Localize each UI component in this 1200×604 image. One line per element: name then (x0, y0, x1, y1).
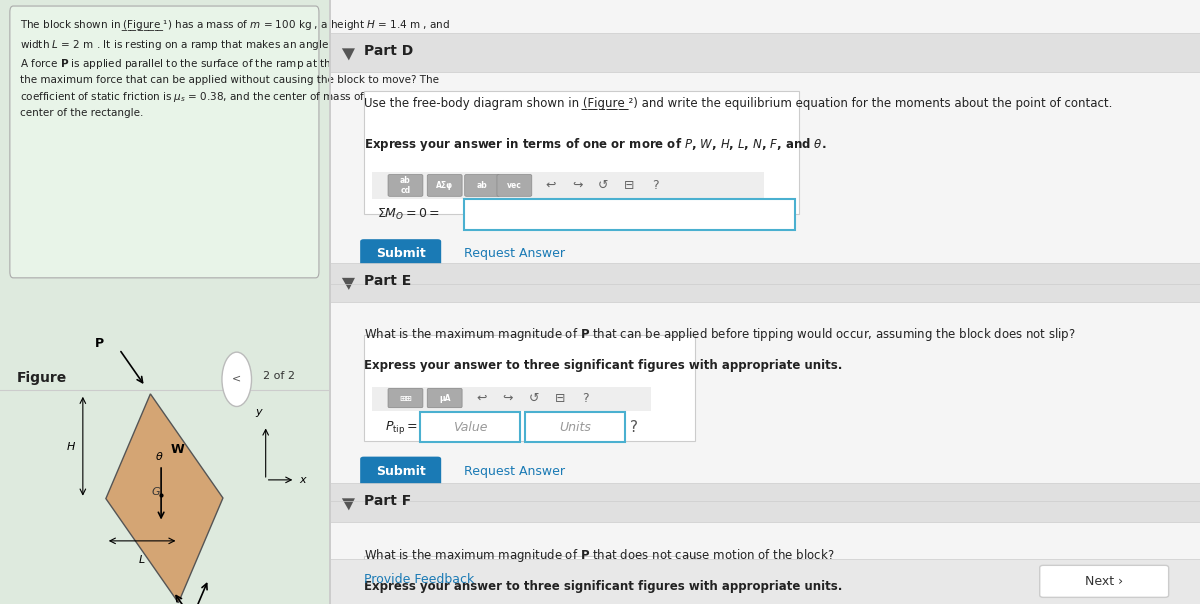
Text: $O$: $O$ (180, 603, 190, 604)
Text: Value: Value (454, 420, 487, 434)
Text: Use the free-body diagram shown in (̲F̲i̲g̲u̲r̲e̲ ̲²) and write the equilibrium : Use the free-body diagram shown in (̲F̲i… (364, 97, 1112, 110)
Text: ?: ? (630, 420, 637, 434)
Text: $\theta$: $\theta$ (155, 450, 163, 462)
Text: Part E: Part E (364, 274, 410, 288)
Text: ab: ab (476, 181, 487, 190)
Text: $\mathbf{W}$: $\mathbf{W}$ (170, 443, 185, 457)
Text: ⊞⊞: ⊞⊞ (400, 394, 412, 402)
Text: ↪: ↪ (572, 179, 582, 192)
FancyBboxPatch shape (10, 6, 319, 278)
FancyBboxPatch shape (497, 175, 532, 196)
Text: Submit: Submit (376, 464, 426, 478)
Text: ↺: ↺ (528, 391, 539, 405)
Text: $\mathbf{P}$: $\mathbf{P}$ (95, 336, 104, 350)
Bar (329, 483, 1200, 522)
FancyBboxPatch shape (427, 175, 462, 196)
Text: ↪: ↪ (502, 391, 512, 405)
FancyBboxPatch shape (388, 175, 422, 196)
Bar (329, 33, 1200, 72)
Text: <: < (232, 374, 241, 384)
Bar (372, 387, 652, 411)
FancyBboxPatch shape (464, 175, 499, 196)
Text: Request Answer: Request Answer (464, 247, 565, 260)
Text: $L$: $L$ (138, 553, 146, 565)
Text: Figure: Figure (17, 371, 67, 385)
Text: ⊟: ⊟ (554, 391, 565, 405)
FancyBboxPatch shape (388, 388, 422, 408)
Text: ↩: ↩ (546, 179, 557, 192)
Text: 2 of 2: 2 of 2 (263, 371, 295, 382)
Text: ΑΣφ: ΑΣφ (436, 181, 454, 190)
Text: vec: vec (506, 181, 522, 190)
Text: What is the maximum magnitude of $\mathbf{P}$ that can be applied before tipping: What is the maximum magnitude of $\mathb… (364, 326, 1075, 343)
FancyBboxPatch shape (364, 556, 695, 604)
Text: ab
cd: ab cd (400, 176, 410, 195)
Text: $x$: $x$ (299, 475, 307, 485)
Text: ↺: ↺ (598, 179, 608, 192)
Text: ↩: ↩ (476, 391, 486, 405)
FancyBboxPatch shape (420, 412, 521, 442)
Text: μA: μA (439, 394, 450, 402)
Text: Provide Feedback: Provide Feedback (364, 573, 474, 586)
Text: Submit: Submit (376, 247, 426, 260)
Text: $P_{\mathrm{tip}} =$: $P_{\mathrm{tip}} =$ (385, 419, 419, 435)
FancyBboxPatch shape (1039, 565, 1169, 597)
FancyBboxPatch shape (364, 91, 799, 214)
Polygon shape (106, 394, 223, 603)
Text: Units: Units (559, 420, 590, 434)
FancyBboxPatch shape (360, 239, 442, 268)
Text: Part F: Part F (364, 494, 410, 509)
Text: Express your answer to three significant figures with appropriate units.: Express your answer to three significant… (364, 359, 842, 373)
FancyBboxPatch shape (427, 388, 462, 408)
Text: $y$: $y$ (254, 408, 264, 420)
Polygon shape (342, 278, 355, 290)
Bar (329, 559, 1200, 604)
Text: Express your answer in terms of one or more of $P$, $W$, $H$, $L$, $N$, $F$, and: Express your answer in terms of one or m… (364, 136, 826, 153)
Text: Request Answer: Request Answer (464, 464, 565, 478)
Bar (372, 172, 764, 199)
Text: Part D: Part D (364, 44, 413, 59)
Text: What is the maximum magnitude of $\mathbf{P}$ that does not cause motion of the : What is the maximum magnitude of $\mathb… (364, 547, 834, 564)
FancyBboxPatch shape (364, 335, 695, 441)
FancyBboxPatch shape (360, 457, 442, 486)
Polygon shape (342, 498, 355, 510)
Text: G: G (152, 487, 161, 497)
Text: ?: ? (582, 391, 589, 405)
FancyBboxPatch shape (524, 412, 625, 442)
Polygon shape (342, 48, 355, 60)
Text: ⊟: ⊟ (624, 179, 635, 192)
Text: ?: ? (652, 179, 659, 192)
Bar (329, 263, 1200, 302)
Text: Express your answer to three significant figures with appropriate units.: Express your answer to three significant… (364, 580, 842, 593)
Text: $H$: $H$ (66, 440, 77, 452)
Text: The block shown in (̲F̲i̲g̲u̲r̲e̲ ̲¹) has a mass of $m$ = 100 kg , a height $H$ : The block shown in (̲F̲i̲g̲u̲r̲e̲ ̲¹) ha… (19, 18, 475, 118)
Text: Next ›: Next › (1085, 575, 1123, 588)
Circle shape (222, 352, 252, 406)
Text: $\Sigma M_O = 0 =$: $\Sigma M_O = 0 =$ (377, 207, 439, 222)
FancyBboxPatch shape (464, 199, 794, 230)
